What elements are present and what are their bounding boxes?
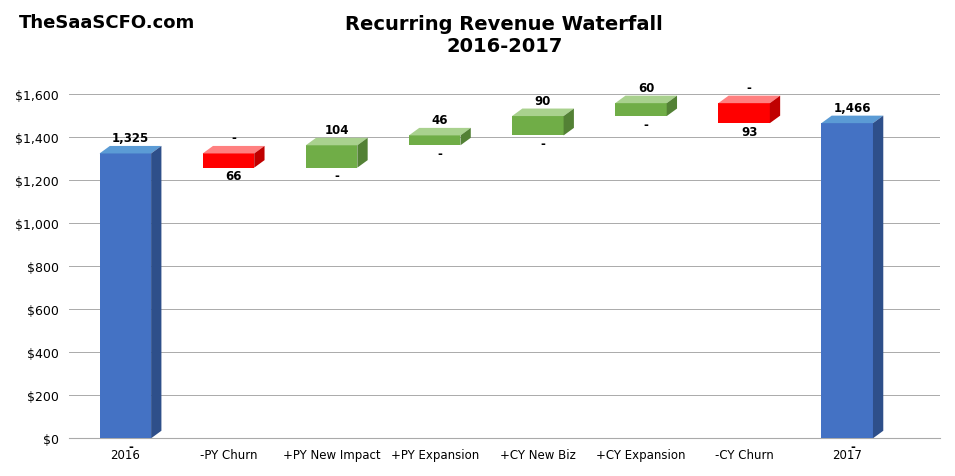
Text: 93: 93 <box>741 126 757 139</box>
Text: -: - <box>231 132 236 145</box>
Text: 66: 66 <box>225 170 242 183</box>
Text: 90: 90 <box>535 95 551 108</box>
Text: 1,466: 1,466 <box>834 102 871 115</box>
Polygon shape <box>873 117 883 438</box>
Polygon shape <box>254 147 265 169</box>
Text: -: - <box>850 440 855 453</box>
Text: 104: 104 <box>325 124 349 137</box>
Text: 60: 60 <box>638 82 654 95</box>
Text: 46: 46 <box>432 114 448 127</box>
Polygon shape <box>615 97 677 104</box>
Polygon shape <box>512 109 574 117</box>
Polygon shape <box>99 147 161 154</box>
Polygon shape <box>770 97 780 124</box>
Polygon shape <box>460 129 471 146</box>
Polygon shape <box>306 139 368 146</box>
Polygon shape <box>357 139 368 169</box>
Text: -: - <box>334 170 339 183</box>
Polygon shape <box>202 154 254 169</box>
Polygon shape <box>563 109 574 136</box>
Polygon shape <box>151 147 161 438</box>
Polygon shape <box>718 97 780 104</box>
Polygon shape <box>821 117 883 124</box>
Polygon shape <box>409 136 460 146</box>
Polygon shape <box>512 117 563 136</box>
Polygon shape <box>99 154 151 438</box>
Text: -: - <box>644 119 648 131</box>
Polygon shape <box>821 124 873 438</box>
Polygon shape <box>718 104 770 124</box>
Text: -: - <box>747 82 752 95</box>
Polygon shape <box>667 97 677 117</box>
Polygon shape <box>615 104 667 117</box>
Polygon shape <box>306 146 357 169</box>
Text: TheSaaSCFO.com: TheSaaSCFO.com <box>19 14 196 32</box>
Title: Recurring Revenue Waterfall
2016-2017: Recurring Revenue Waterfall 2016-2017 <box>346 15 663 56</box>
Text: -: - <box>437 148 442 161</box>
Polygon shape <box>409 129 471 136</box>
Text: -: - <box>128 440 133 453</box>
Polygon shape <box>202 147 265 154</box>
Text: -: - <box>541 138 545 151</box>
Text: 1,325: 1,325 <box>112 132 149 145</box>
